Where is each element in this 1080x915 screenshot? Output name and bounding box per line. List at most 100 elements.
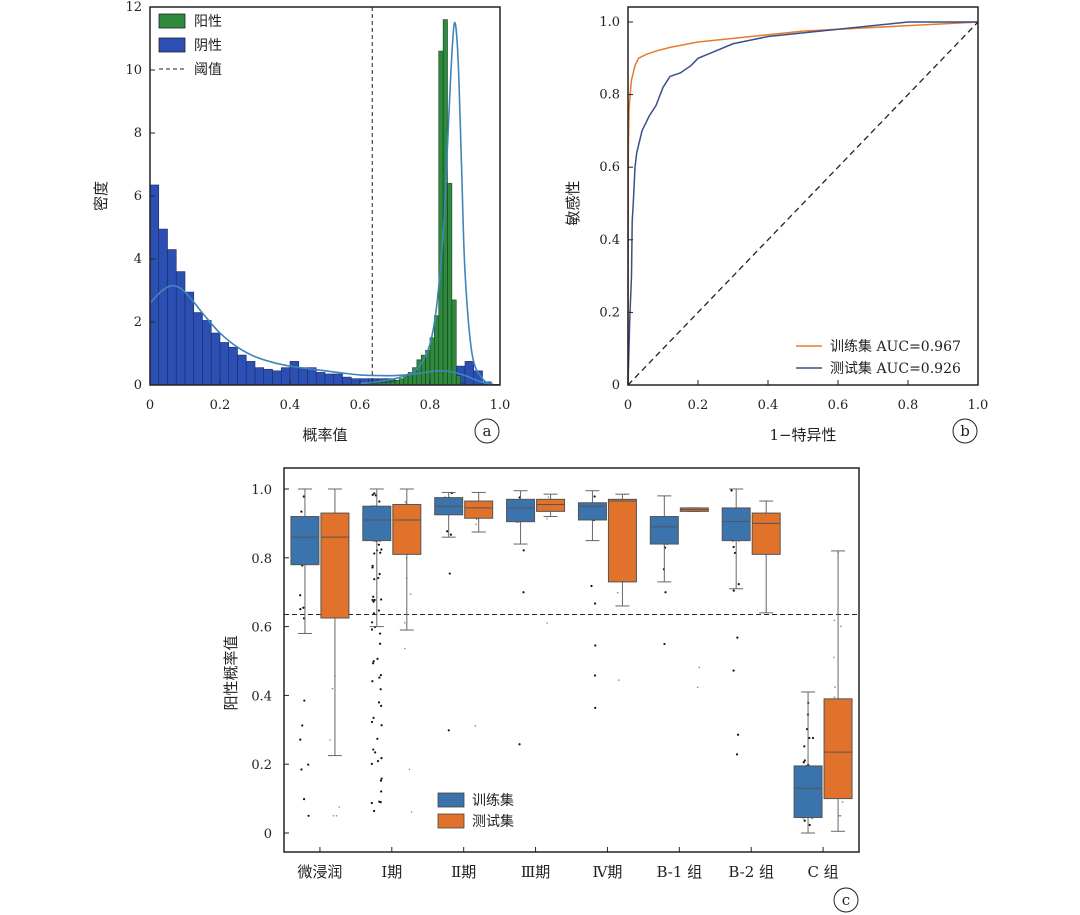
data-point [448,572,451,575]
data-point [696,686,699,689]
data-point [376,657,379,660]
bar-positive [455,375,461,386]
bar-negative [272,370,282,386]
legend-label-negative: 阴性 [194,38,222,54]
x-tick-label: B-1 组 [656,863,702,881]
bar-positive [399,378,405,386]
data-point [802,761,805,764]
panel-label: b [960,422,970,440]
data-point [404,647,406,650]
kde-curves [149,21,494,386]
data-point [547,496,550,498]
data-point [410,811,413,813]
legend-label-test: 测试集 [472,813,514,830]
y-axis-label: 密度 [92,181,110,211]
data-point [404,500,407,503]
box-train [649,516,679,545]
data-point [522,591,525,594]
data-point [300,510,303,513]
panel-label-circle [474,418,500,444]
bar-negative [149,184,160,386]
kde-negative [149,284,490,385]
legend-label-positive: 阳性 [194,14,222,30]
bar-negative [228,346,238,386]
kde-positive [359,21,494,386]
y-tick-label: 0.2 [599,305,620,320]
data-point [808,736,811,740]
y-tick-label: 0 [264,827,272,842]
box-train [290,516,320,566]
x-tick-label: 0.6 [350,398,371,413]
data-point [841,801,844,803]
bar-negative [342,376,352,386]
data-point [372,660,375,663]
y-tick-label: 0.4 [251,689,272,704]
data-point [664,591,667,594]
data-point [593,674,597,677]
box-test [536,498,566,512]
x-tick-label: Ⅲ期 [521,863,550,881]
x-tick-label: B-2 组 [728,863,774,881]
legend: 训练集 AUC=0.967 测试集 AUC=0.926 [796,338,961,377]
data-point [373,809,376,813]
bar-negative [298,367,308,386]
data-point [371,680,374,683]
x-tick-label: Ⅳ期 [592,863,622,881]
data-point [594,602,597,605]
data-point [616,591,619,594]
x-tick-label: 微浸润 [297,863,342,881]
data-point [522,549,525,552]
data-point [736,636,739,639]
data-point [299,608,302,611]
x-tick-label: 0.4 [280,398,301,413]
data-point [594,644,597,647]
data-point [307,814,310,817]
data-point [590,584,593,588]
data-point [331,687,334,690]
panel-label-circle [833,887,859,913]
data-point [379,674,382,677]
legend-swatch-train [437,792,465,808]
y-tick-label: 10 [125,63,142,78]
data-point [737,582,740,586]
data-point [408,768,411,771]
data-point [447,729,450,732]
bar-positive [447,183,453,386]
y-tick-label: 0 [134,378,142,393]
x-tick-label: 0.6 [828,398,849,413]
box-train [577,502,607,521]
y-axis-label: 敏感性 [564,180,582,225]
bar-positive [434,315,440,386]
legend-swatch-test [437,813,465,829]
data-point [518,743,521,746]
data-point [370,762,373,765]
panel-c-boxplot: 0 0.2 0.4 0.6 0.8 1.0 微浸润 Ⅰ期 Ⅱ期 Ⅲ期 Ⅳ期 B-1 组 B-2 组 C 组… [222,467,860,913]
data-point [409,593,412,595]
data-point [730,489,733,492]
axis-ticks: 0 0.2 0.4 0.6 0.8 1.0 微浸润 Ⅰ期 Ⅱ期 Ⅲ期 Ⅳ期 B-1 组 B-2 组 C 组 [251,483,838,881]
data-point [698,666,701,669]
data-point [380,757,383,760]
data-point [303,699,306,702]
data-point [811,736,815,740]
y-tick-label: 2 [134,315,142,330]
data-point [474,725,477,727]
roc-lines [627,21,979,386]
bar-negative [193,312,203,386]
box-test [320,512,350,619]
axis-ticks: 0 0.2 0.4 0.6 0.8 1.0 0 2 4 6 8 10 12 [125,0,510,413]
data-point [380,724,383,727]
data-point [302,495,305,498]
box-test [392,503,422,555]
bar-negative [245,361,256,386]
data-point [301,724,304,727]
panel-label: c [842,891,850,909]
data-point [302,606,305,609]
data-point [372,748,375,751]
box-train [793,765,823,819]
data-point [834,686,836,688]
bar-negative [263,368,273,386]
bar-negative [464,361,475,386]
bar-negative [202,320,212,386]
x-tick-label: C 组 [807,863,838,881]
